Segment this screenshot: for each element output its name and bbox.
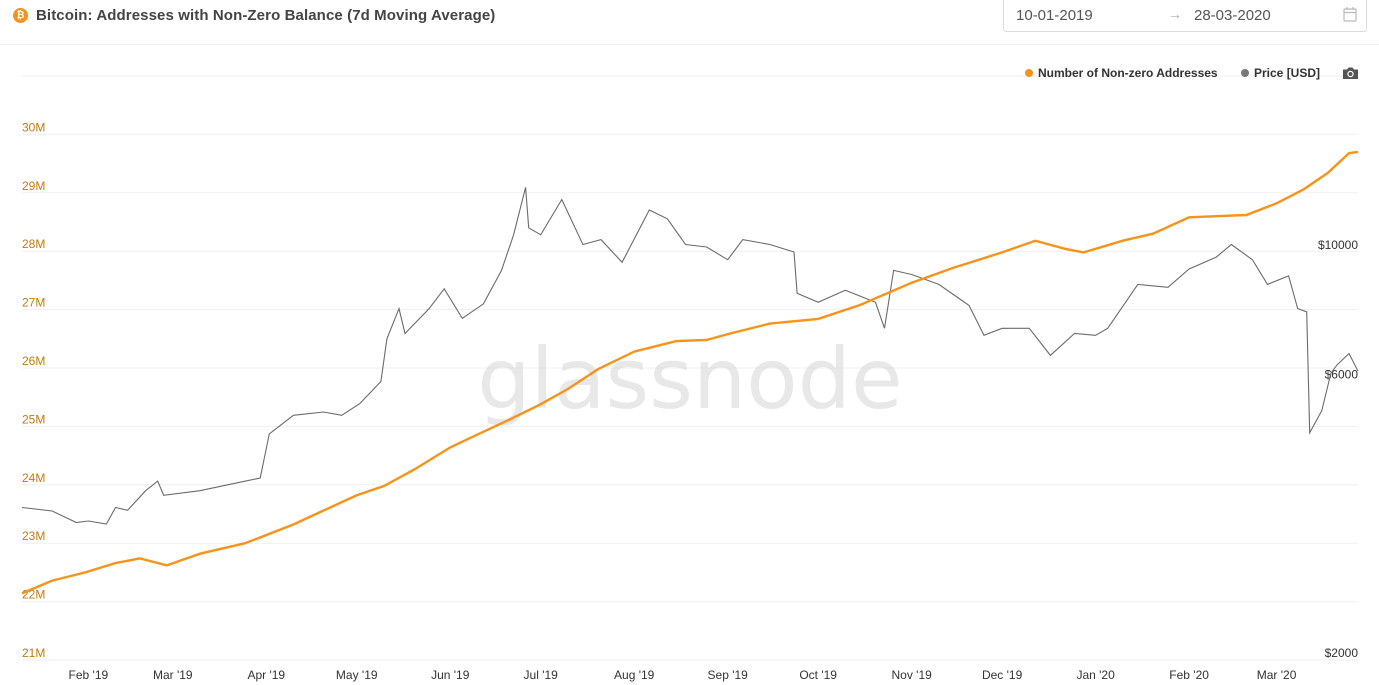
- y-left-tick-label: 27M: [22, 296, 45, 310]
- x-tick-label: Sep '19: [708, 668, 749, 682]
- calendar-icon[interactable]: [1343, 6, 1357, 22]
- legend-item-addresses[interactable]: Number of Non-zero Addresses: [1025, 66, 1218, 80]
- bitcoin-icon: ₿: [13, 8, 28, 23]
- y-left-tick-label: 24M: [22, 471, 45, 485]
- x-tick-label: Mar '20: [1257, 668, 1297, 682]
- y-left-tick-label: 25M: [22, 412, 45, 426]
- x-axis: Feb '19 Mar '19 Apr '19 May '19 Jun '19 Jul '…: [69, 668, 1297, 682]
- y-left-tick-label: 28M: [22, 237, 45, 251]
- y-right-tick-label: $2000: [1325, 646, 1359, 660]
- legend-item-price[interactable]: Price [USD]: [1241, 66, 1320, 80]
- x-tick-label: Feb '19: [69, 668, 109, 682]
- x-tick-label: Mar '19: [153, 668, 193, 682]
- y-right-tick-label: $10000: [1318, 238, 1358, 252]
- y-axis-right: $2000$6000$10000: [1318, 238, 1358, 660]
- date-from-input[interactable]: 10-01-2019: [1016, 7, 1093, 24]
- chart-header: ₿ Bitcoin: Addresses with Non-Zero Balan…: [0, 0, 1379, 45]
- y-left-tick-label: 23M: [22, 529, 45, 543]
- y-left-tick-label: 26M: [22, 354, 45, 368]
- legend-label-price: Price [USD]: [1254, 66, 1321, 80]
- date-range-picker[interactable]: 10-01-2019 → 28-03-2020: [1003, 0, 1367, 32]
- date-to-input[interactable]: 28-03-2020: [1194, 7, 1271, 24]
- x-tick-label: Jun '19: [431, 668, 470, 682]
- camera-icon[interactable]: [1342, 66, 1359, 80]
- x-tick-label: Jan '20: [1076, 668, 1115, 682]
- x-tick-label: Feb '20: [1169, 668, 1209, 682]
- price-series-line: [21, 187, 1359, 525]
- legend-label-addresses: Number of Non-zero Addresses: [1038, 66, 1218, 80]
- addresses-series-line: [21, 150, 1359, 595]
- y-left-tick-label: 21M: [22, 646, 45, 660]
- arrow-right-icon: →: [1168, 6, 1182, 22]
- y-left-tick-label: 29M: [22, 179, 45, 193]
- watermark: glassnode: [477, 330, 902, 428]
- x-tick-label: Oct '19: [799, 668, 837, 682]
- y-left-tick-label: 30M: [22, 120, 45, 134]
- x-tick-label: Apr '19: [247, 668, 285, 682]
- x-tick-label: May '19: [336, 668, 378, 682]
- x-tick-label: Aug '19: [614, 668, 655, 682]
- chart-title: Bitcoin: Addresses with Non-Zero Balance…: [36, 7, 496, 24]
- legend-dot-gray: [1241, 69, 1249, 77]
- legend-dot-orange: [1025, 69, 1033, 77]
- x-tick-label: Jul '19: [524, 668, 559, 682]
- x-tick-label: Nov '19: [892, 668, 933, 682]
- x-tick-label: Dec '19: [982, 668, 1023, 682]
